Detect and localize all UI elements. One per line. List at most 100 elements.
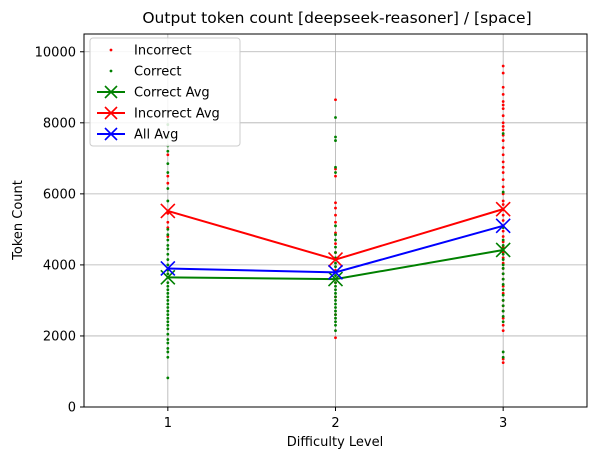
incorrect-point: [501, 235, 505, 238]
legend-entry-correct-avg: Correct Avg: [97, 85, 210, 101]
correct-point: [166, 306, 170, 309]
incorrect-point: [501, 146, 505, 150]
correct-point: [334, 116, 337, 119]
correct-point: [166, 355, 170, 359]
correct-point: [501, 288, 505, 292]
axis-ticks: 1 2 3 0 2000 4000 6000 8000 10000: [35, 45, 508, 431]
incorrect-point: [501, 229, 505, 233]
incorrect-point: [501, 160, 505, 164]
correct-point: [334, 320, 337, 324]
legend-marker: [104, 127, 118, 141]
incorrect-point: [501, 213, 505, 217]
incorrect-point: [334, 336, 337, 340]
legend-label: Incorrect: [134, 44, 192, 59]
legend-marker: [104, 85, 118, 99]
x-axis-label: Difficulty Level: [287, 435, 383, 450]
correct-point: [166, 299, 170, 302]
incorrect-point: [501, 199, 505, 203]
correct-point: [166, 238, 170, 242]
incorrect-point: [501, 114, 505, 118]
correct-avg-marker: [327, 271, 344, 287]
incorrect-point: [334, 98, 337, 102]
legend-label: Correct: [134, 65, 181, 80]
y-tick-label: 8000: [43, 116, 76, 131]
incorrect-point: [501, 153, 505, 157]
correct-point: [501, 132, 505, 135]
incorrect-point: [166, 220, 170, 224]
correct-point: [166, 243, 170, 247]
correct-point: [166, 263, 170, 267]
correct-point: [334, 329, 337, 333]
legend-box: [89, 37, 241, 147]
correct-point: [166, 338, 170, 341]
correct-point: [166, 227, 170, 231]
correct-point: [166, 233, 170, 237]
correct-point: [334, 165, 337, 169]
correct-point: [501, 355, 505, 359]
correct-point: [501, 252, 505, 256]
correct-avg-marker: [495, 242, 511, 258]
correct-point: [334, 233, 337, 237]
y-tick-label: 4000: [43, 258, 76, 273]
correct-point: [334, 288, 337, 292]
incorrect-point: [501, 107, 505, 110]
correct-point: [334, 135, 337, 139]
correct-point: [166, 341, 170, 345]
legend-entry-correct: Correct: [109, 65, 181, 80]
correct-point: [166, 309, 170, 313]
incorrect-point: [334, 206, 337, 210]
correct-point: [501, 263, 505, 267]
incorrect-point: [166, 153, 170, 157]
x-tick-label: 2: [331, 416, 339, 431]
legend: Incorrect Correct Correct Avg Incorrect Avg…: [89, 37, 241, 147]
incorrect-point: [166, 181, 170, 185]
correct-point: [334, 309, 337, 313]
correct-point: [334, 251, 337, 254]
incorrect-point: [501, 361, 505, 364]
correct-point: [501, 243, 505, 247]
correct-point: [166, 171, 170, 174]
incorrect-point: [334, 201, 337, 205]
all-avg-marker: [495, 218, 511, 234]
average-lines: [160, 201, 511, 287]
correct-point: [334, 265, 337, 269]
correct-point: [334, 261, 337, 265]
y-tick-label: 10000: [35, 45, 76, 60]
incorrect-avg-marker: [327, 252, 344, 268]
incorrect-point: [501, 178, 505, 182]
y-tick-label: 2000: [43, 329, 76, 344]
incorrect-avg-marker: [160, 203, 176, 219]
correct-point: [334, 274, 337, 277]
incorrect-point: [501, 185, 505, 189]
correct-point: [166, 327, 170, 331]
incorrect-point: [501, 71, 505, 75]
correct-point: [166, 252, 170, 256]
all-avg-marker: [327, 264, 344, 280]
x-tick-label: 3: [499, 416, 507, 431]
incorrect-point: [501, 323, 505, 327]
correct-point: [501, 258, 505, 261]
correct-point: [334, 139, 337, 142]
incorrect-point: [501, 121, 505, 125]
correct-point: [334, 224, 337, 228]
correct-point: [166, 323, 170, 327]
correct-point: [166, 162, 170, 166]
legend-entry-incorrect: Incorrect: [109, 44, 192, 59]
correct-point: [166, 258, 170, 261]
correct-point: [334, 302, 337, 306]
correct-point: [166, 295, 170, 299]
incorrect-point: [334, 242, 337, 245]
correct-point: [166, 284, 170, 288]
incorrect-point: [501, 85, 505, 89]
all-avg-marker: [160, 260, 176, 277]
incorrect-point: [501, 92, 505, 96]
incorrect-point: [501, 203, 505, 206]
correct-point: [501, 267, 505, 270]
chart-title: Output token count [deepseek-reasoner] /…: [142, 9, 531, 27]
incorrect-point: [501, 128, 505, 132]
correct-point: [501, 283, 505, 286]
correct-point: [166, 350, 170, 354]
correct-point: [334, 291, 337, 295]
correct-point: [166, 187, 170, 190]
correct-point: [334, 284, 337, 288]
